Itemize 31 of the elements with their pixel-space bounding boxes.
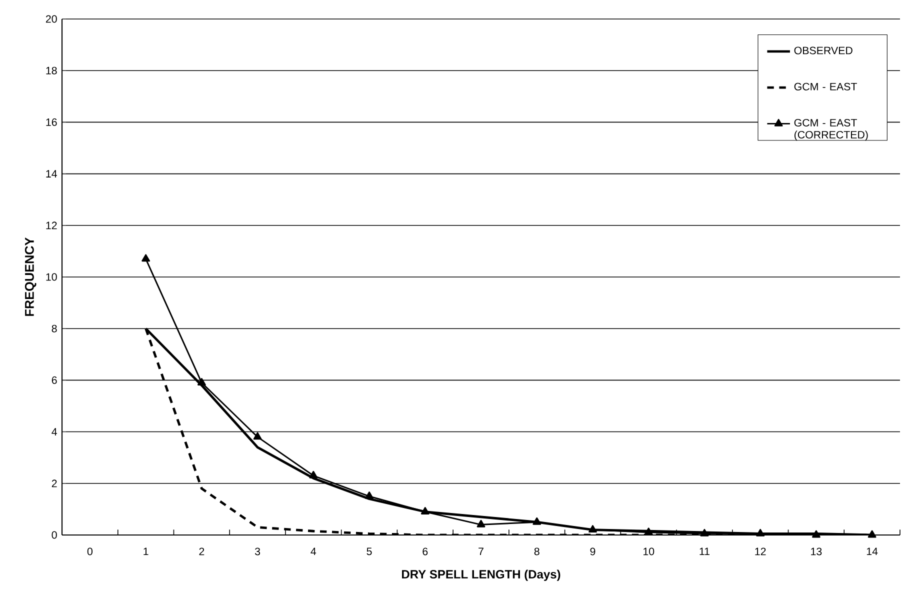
legend-label: OBSERVED	[794, 46, 852, 54]
y-tick-label: 18	[46, 66, 57, 74]
y-tick-label: 4	[52, 428, 57, 436]
y-tick-label: 16	[46, 118, 57, 126]
y-tick-label: 8	[52, 324, 57, 332]
x-tick-label: 1	[144, 548, 148, 556]
y-tick-label: 0	[52, 531, 57, 539]
x-axis-title: DRY SPELL LENGTH (Days)	[402, 570, 560, 581]
x-tick-label: 7	[478, 548, 484, 556]
y-tick-label: 12	[46, 222, 57, 230]
x-tick-label: 0	[87, 548, 92, 556]
legend-label: GCM - EAST	[794, 82, 857, 90]
y-tick-label: 14	[46, 170, 57, 178]
x-tick-label: 12	[755, 548, 766, 556]
x-tick-label: 9	[590, 548, 596, 556]
x-tick-label: 4	[310, 548, 316, 556]
x-tick-label: 10	[643, 548, 654, 556]
y-axis-title: FREQUENCY	[24, 237, 36, 316]
x-tick-label: 14	[866, 548, 878, 556]
x-tick-label: 8	[534, 548, 540, 556]
x-tick-label: 5	[366, 548, 372, 556]
x-tick-label: 13	[811, 548, 822, 556]
y-tick-label: 10	[46, 273, 57, 281]
legend-label: GCM - EAST (CORRECTED)	[794, 118, 868, 141]
x-tick-label: 2	[199, 548, 204, 556]
y-tick-label: 6	[52, 376, 57, 384]
x-tick-label: 3	[254, 548, 260, 556]
y-tick-label: 2	[52, 480, 57, 488]
y-tick-label: 20	[46, 15, 57, 23]
x-tick-label: 6	[422, 548, 428, 556]
x-tick-label: 11	[700, 548, 710, 556]
